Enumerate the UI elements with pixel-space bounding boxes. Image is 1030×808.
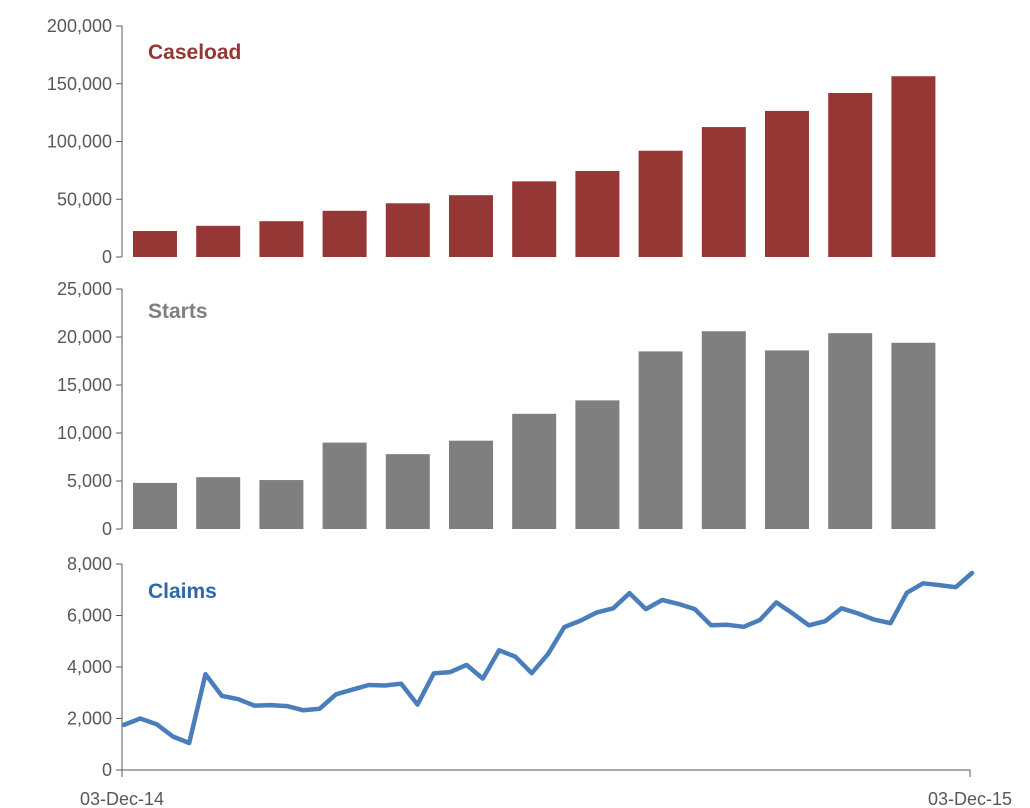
starts-y-tick-label: 20,000: [57, 327, 112, 347]
starts-title: Starts: [148, 300, 208, 323]
starts-panel: 0 5,000 10,000 15,000 20,000 25,000 Starts: [57, 279, 936, 539]
claims-y-tick-label: 0: [102, 760, 112, 780]
x-label-start: 03-Dec-14: [80, 789, 164, 808]
starts-bar: [322, 442, 367, 529]
starts-bar: [638, 351, 683, 529]
starts-y-tick-label: 0: [102, 519, 112, 539]
x-label-end: 03-Dec-15: [928, 789, 1012, 808]
starts-bar: [449, 440, 493, 529]
caseload-y-tick-label: 150,000: [47, 74, 112, 94]
starts-y-tick-label: 25,000: [57, 279, 112, 299]
starts-bar: [196, 477, 241, 529]
claims-y-tick-label: 2,000: [67, 709, 112, 729]
claims-y-tick-label: 8,000: [67, 554, 112, 574]
starts-bar: [701, 331, 746, 529]
caseload-bar: [133, 231, 177, 257]
claims-y-tick-label: 4,000: [67, 657, 112, 677]
caseload-bar: [765, 110, 809, 257]
caseload-bar: [891, 76, 936, 258]
caseload-bar: [322, 210, 367, 257]
starts-bar: [891, 342, 936, 529]
caseload-y-tick-label: 100,000: [47, 132, 112, 152]
caseload-bar: [259, 221, 304, 257]
starts-y-tick-label: 10,000: [57, 423, 112, 443]
starts-bar: [765, 350, 809, 529]
caseload-y-tick-label: 200,000: [47, 16, 112, 36]
starts-bar: [259, 480, 304, 529]
starts-y-tick-label: 15,000: [57, 375, 112, 395]
caseload-bar: [638, 150, 683, 257]
starts-bar: [828, 333, 873, 529]
caseload-y-tick-label: 0: [102, 247, 112, 267]
caseload-y-tick-label: 50,000: [57, 189, 112, 209]
caseload-bar: [575, 170, 620, 257]
starts-y-tick-label: 5,000: [67, 471, 112, 491]
caseload-title: Caseload: [148, 41, 241, 64]
starts-bar: [385, 454, 430, 529]
caseload-bar: [385, 203, 430, 257]
caseload-bar: [828, 92, 873, 258]
caseload-panel: 0 50,000 100,000 150,000 200,000 Caseload: [47, 16, 936, 267]
caseload-bar: [449, 195, 493, 257]
caseload-bar: [701, 127, 746, 257]
starts-bar: [512, 413, 557, 529]
claims-panel: 0 2,000 4,000 6,000 8,000 Claims 03-Dec-14 0…: [67, 554, 1012, 808]
starts-bar: [133, 482, 177, 529]
caseload-bar: [512, 181, 557, 257]
caseload-bar: [196, 225, 241, 257]
claims-y-tick-label: 6,000: [67, 606, 112, 626]
claims-title: Claims: [148, 580, 217, 603]
starts-bar: [575, 400, 620, 529]
claims-series-line: [121, 570, 975, 746]
